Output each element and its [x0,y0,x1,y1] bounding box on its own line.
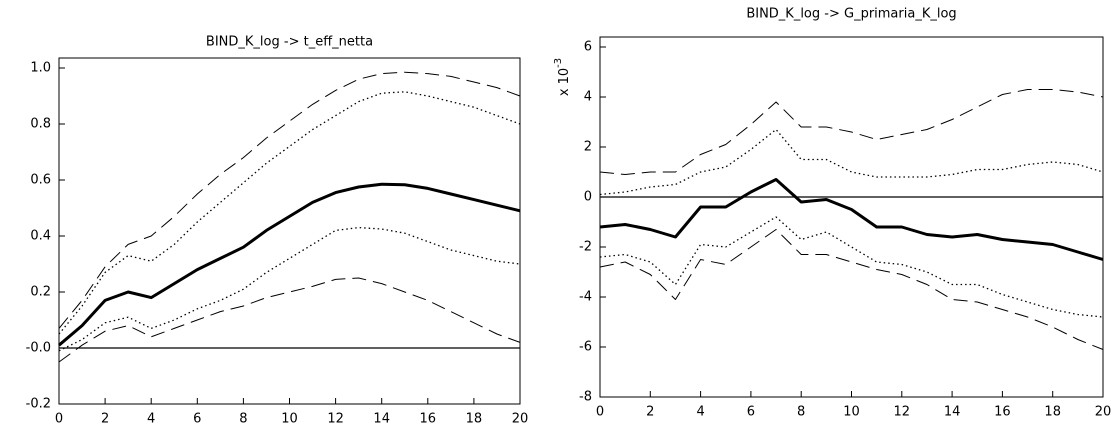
y-tick-label: 0.4 [30,229,51,244]
x-tick-label: 6 [747,405,755,420]
x-tick-label: 8 [239,412,247,427]
y-tick-label: 1.0 [30,61,51,76]
x-tick-label: 16 [420,412,437,427]
x-tick-label: 14 [944,405,961,420]
y-tick-label: 0.2 [30,285,51,300]
series-line [599,89,1104,175]
x-tick-label: 20 [1095,405,1112,420]
scale-base: x 10 [557,68,572,96]
x-tick-label: 4 [147,412,155,427]
x-tick-label: 12 [894,405,911,420]
y-tick-label: 0 [584,190,592,205]
x-tick-label: 0 [596,405,604,420]
scale-label: x 10-3 [553,58,572,96]
y-tick-label: 0.8 [30,117,51,132]
y-tick-label: 4 [584,90,592,105]
x-tick-label: 18 [1044,405,1061,420]
series-line [58,71,521,329]
y-tick-label: -8 [579,390,592,405]
series-line [599,229,1104,350]
series-line [58,91,521,335]
chart-title: BIND_K_log -> G_primaria_K_log [746,7,956,22]
x-tick-label: 12 [327,412,344,427]
y-tick-label: -0.2 [26,397,51,412]
x-tick-label: 2 [101,412,109,427]
y-tick-label: 6 [584,40,592,55]
y-tick-label: 0.6 [30,173,51,188]
x-tick-label: 14 [373,412,390,427]
scale-exponent: -3 [553,58,564,68]
x-tick-label: 2 [646,405,654,420]
x-tick-label: 8 [797,405,805,420]
x-tick-label: 10 [843,405,860,420]
series-line [599,128,1104,196]
series-line [58,277,521,363]
x-tick-label: 20 [512,412,529,427]
series-line [58,226,521,352]
plot-frame [599,36,1104,398]
y-tick-label: -2 [579,240,592,255]
y-tick-label: 2 [584,140,592,155]
series-line [599,178,1104,261]
y-tick-label: -0.0 [26,341,51,356]
plot-frame [58,57,521,405]
y-tick-label: -6 [579,340,592,355]
x-tick-label: 0 [55,412,63,427]
x-tick-label: 6 [193,412,201,427]
x-tick-label: 18 [466,412,483,427]
x-tick-label: 16 [994,405,1011,420]
series-line [599,216,1104,318]
x-tick-label: 10 [281,412,298,427]
y-tick-label: -4 [579,290,592,305]
chart-title: BIND_K_log -> t_eff_netta [206,35,373,50]
x-tick-label: 4 [696,405,704,420]
series-line [58,182,521,347]
chart: BIND_K_log -> t_eff_netta -0.2 -0.0 0.2 0.4 0… [26,35,529,427]
